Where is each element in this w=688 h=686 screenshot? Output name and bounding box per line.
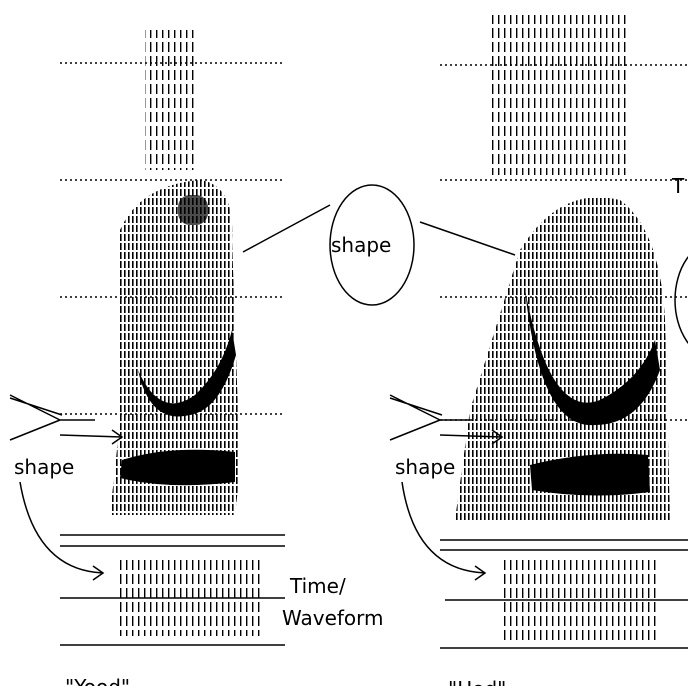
left-spectrogram	[60, 30, 285, 646]
waveform-label-2: Waveform	[282, 606, 384, 630]
right-edge-text: T	[671, 174, 685, 198]
left-word: "Yood"	[65, 675, 130, 686]
right-spectrogram	[440, 15, 688, 649]
center-label: shape	[331, 233, 391, 257]
annotations: shape shape shape T Time/ Waveform "Yood…	[9, 174, 685, 686]
right-label: shape	[395, 455, 455, 479]
left-label: shape	[14, 455, 74, 479]
right-word: "Hod"	[448, 677, 506, 686]
waveform-label-1: Time/	[289, 574, 346, 598]
